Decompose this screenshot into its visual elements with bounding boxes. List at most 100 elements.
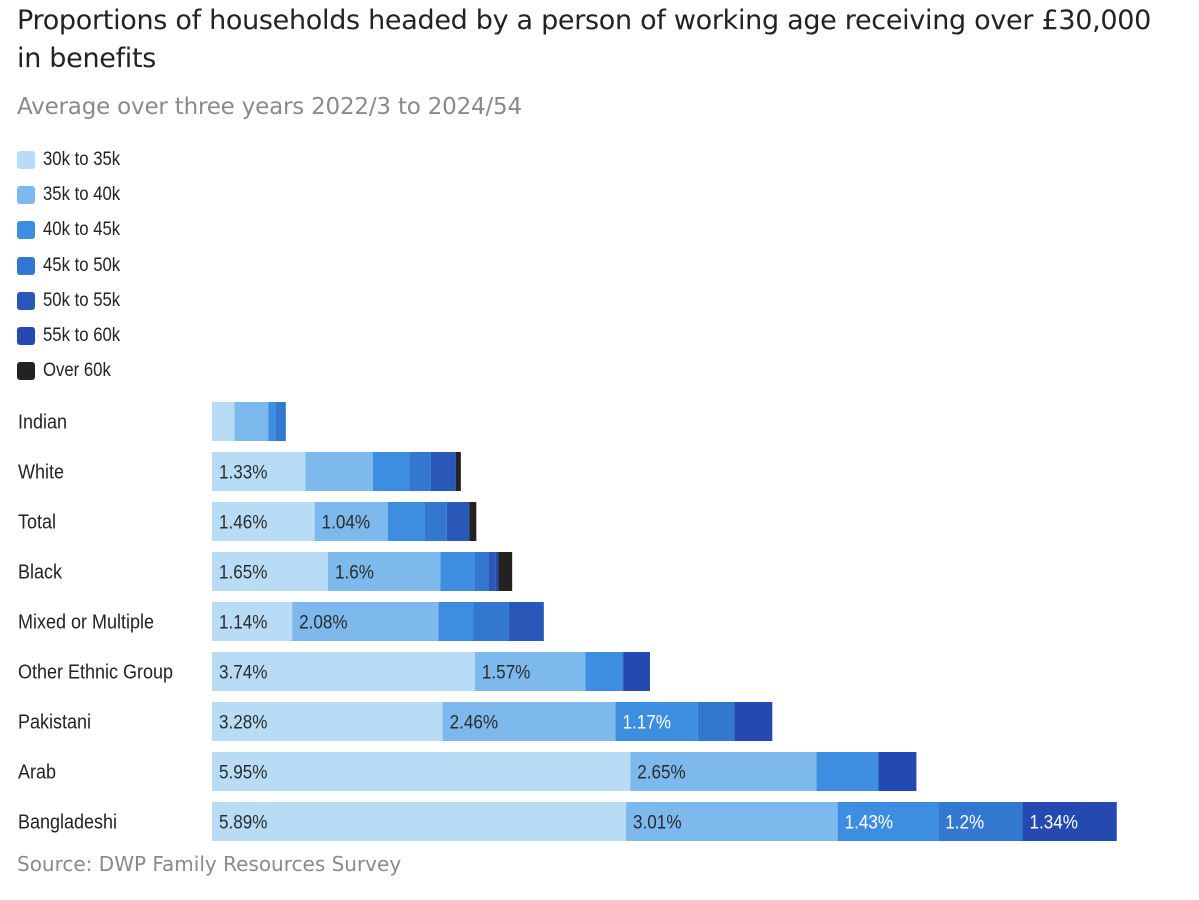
- data-label: 1.6%: [335, 562, 374, 583]
- bar-segment: [585, 652, 622, 691]
- legend-swatch: [17, 327, 35, 346]
- bar-segment: [275, 402, 286, 441]
- data-label: 1.65%: [219, 562, 267, 583]
- data-label: 1.57%: [482, 662, 530, 683]
- bar-segment: [474, 652, 586, 691]
- legend-item: 30k to 35k: [17, 142, 131, 177]
- bar-segment: [495, 552, 499, 591]
- legend-item: 50k to 55k: [17, 283, 131, 318]
- data-label: 1.43%: [845, 812, 893, 833]
- bar-segment: [212, 802, 627, 841]
- legend-label: 55k to 60k: [43, 325, 121, 347]
- bar-segment: [268, 402, 276, 441]
- bar-segment: [697, 702, 735, 741]
- bar-segment: [837, 802, 939, 841]
- bar-segment: [455, 452, 461, 491]
- bar-segment: [474, 552, 489, 591]
- data-label: 5.95%: [219, 762, 267, 783]
- bar-segment: [314, 502, 388, 541]
- data-label: 3.74%: [219, 662, 267, 683]
- data-label: 1.46%: [219, 512, 267, 533]
- chart-subtitle: Average over three years 2022/3 to 2024/…: [17, 94, 522, 120]
- legend-swatch: [17, 256, 35, 275]
- bar-segment: [1022, 802, 1117, 841]
- bar-segment: [212, 402, 235, 441]
- bar-segment: [372, 452, 410, 491]
- category-label: Other Ethnic Group: [18, 662, 173, 684]
- data-label: 2.08%: [299, 612, 347, 633]
- bar-segment: [212, 452, 306, 491]
- legend-item: 40k to 45k: [17, 213, 131, 248]
- legend-label: 35k to 40k: [43, 183, 121, 205]
- bar-segment: [212, 502, 315, 541]
- bar-segment: [212, 652, 475, 691]
- data-label: 1.34%: [1030, 812, 1078, 833]
- category-label: Total: [18, 512, 56, 534]
- legend-swatch: [17, 150, 35, 169]
- bar-segment: [498, 552, 513, 591]
- data-label: 1.2%: [945, 812, 984, 833]
- bar-segment: [212, 552, 328, 591]
- category-label: Black: [18, 562, 62, 584]
- bar-segment: [816, 752, 879, 791]
- legend-label: 30k to 35k: [43, 148, 121, 170]
- data-label: 1.33%: [219, 462, 267, 483]
- bar-segment: [508, 602, 544, 641]
- bar-segment: [305, 452, 373, 491]
- bar-segment: [938, 802, 1023, 841]
- category-label: White: [18, 462, 64, 484]
- data-label: 2.46%: [450, 712, 498, 733]
- data-label: 5.89%: [219, 812, 267, 833]
- bar-segment: [234, 402, 269, 441]
- legend-swatch: [17, 185, 35, 204]
- legend-item: 45k to 50k: [17, 248, 131, 283]
- data-label: 1.14%: [219, 612, 267, 633]
- category-label: Indian: [18, 412, 67, 434]
- bar-segment: [212, 752, 631, 791]
- legend: 30k to 35k 35k to 40k 40k to 45k 45k to 50k…: [17, 142, 131, 389]
- bar-segment: [630, 752, 817, 791]
- bar-segment: [615, 702, 698, 741]
- category-label: Pakistani: [18, 712, 91, 734]
- bar-segment: [442, 702, 616, 741]
- data-label: 2.65%: [637, 762, 685, 783]
- bar-segment: [292, 602, 439, 641]
- bar-segment: [387, 502, 425, 541]
- category-label: Mixed or Multiple: [18, 612, 154, 634]
- bar-segment: [430, 452, 456, 491]
- bar-segment: [438, 602, 474, 641]
- bar-segment: [409, 452, 431, 491]
- bar-segment: [446, 502, 470, 541]
- data-label: 3.28%: [219, 712, 267, 733]
- data-label: 1.17%: [623, 712, 671, 733]
- bar-segment: [212, 602, 293, 641]
- data-label: 1.04%: [322, 512, 370, 533]
- bar-segment: [878, 752, 917, 791]
- legend-label: Over 60k: [43, 360, 111, 382]
- source-note: Source: DWP Family Resources Survey: [17, 852, 402, 876]
- legend-label: 40k to 45k: [43, 219, 121, 241]
- legend-item: Over 60k: [17, 354, 131, 389]
- legend-item: 35k to 40k: [17, 177, 131, 212]
- bar-segment: [473, 602, 509, 641]
- bar-segment: [469, 502, 477, 541]
- bar-segment: [623, 652, 650, 691]
- bar-segment: [440, 552, 475, 591]
- bar-segment: [621, 652, 624, 691]
- legend-label: 45k to 50k: [43, 254, 121, 276]
- legend-item: 55k to 60k: [17, 318, 131, 353]
- bar-segment: [212, 702, 443, 741]
- legend-swatch: [17, 362, 35, 381]
- legend-swatch: [17, 221, 35, 240]
- legend-label: 50k to 55k: [43, 289, 121, 311]
- bar-segment: [327, 552, 441, 591]
- bar-segment: [626, 802, 838, 841]
- bar-segment: [424, 502, 447, 541]
- stacked-bar-chart: Indian White 1.33% Total 1.46% 1.04% Black 1.65…: [18, 402, 1117, 841]
- legend-swatch: [17, 291, 35, 310]
- bar-segment: [734, 702, 773, 741]
- category-label: Bangladeshi: [18, 812, 117, 834]
- category-label: Arab: [18, 762, 56, 784]
- data-label: 3.01%: [633, 812, 681, 833]
- bar-segment: [488, 552, 496, 591]
